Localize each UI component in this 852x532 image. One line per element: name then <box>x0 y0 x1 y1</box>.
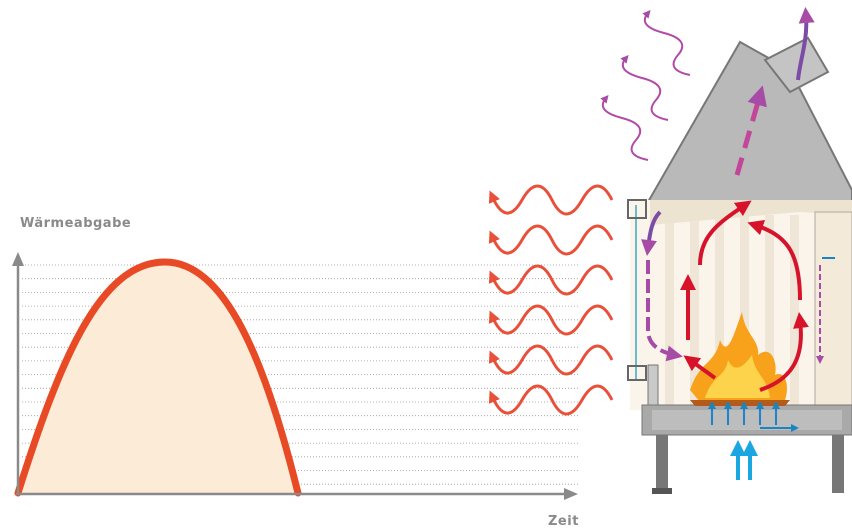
heat-wave <box>488 304 614 336</box>
y-axis-arrow <box>12 252 24 266</box>
heat-wave-up <box>600 94 649 161</box>
y-axis-label: Wärmeabgabe <box>20 216 131 231</box>
fireplace <box>627 7 852 494</box>
heat-wave <box>488 384 614 416</box>
heat-wave-up <box>642 9 691 76</box>
x-axis-label: Zeit <box>548 514 579 529</box>
heat-waves <box>488 9 691 416</box>
heat-curve <box>14 258 302 497</box>
x-axis-arrow <box>564 488 578 500</box>
heat-wave <box>488 184 614 216</box>
heat-wave <box>488 224 614 256</box>
heat-wave <box>488 264 614 296</box>
heat-wave <box>488 344 614 376</box>
heat-wave-up <box>620 54 669 121</box>
